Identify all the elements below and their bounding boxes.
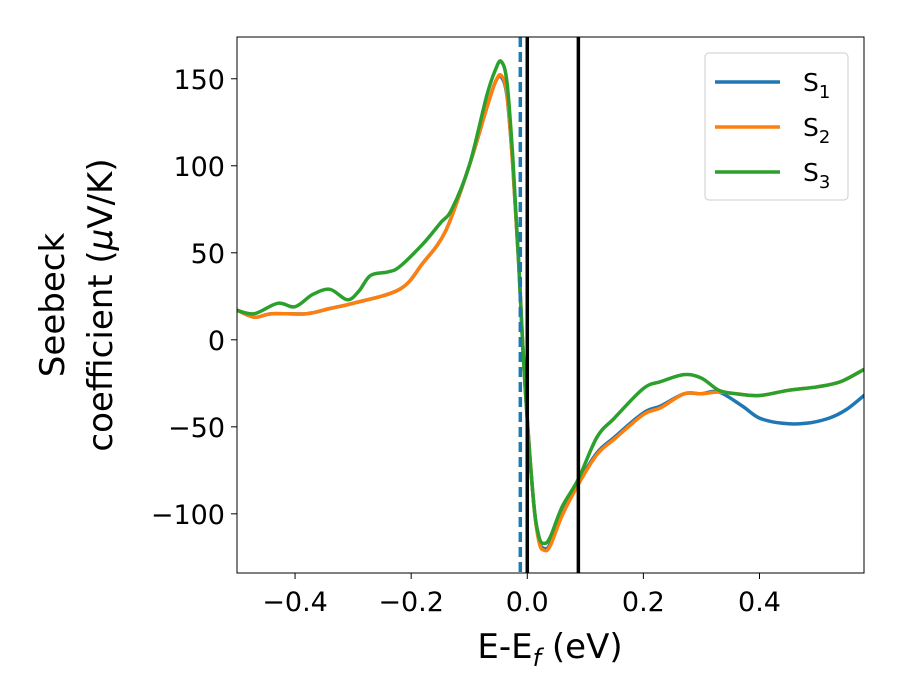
x-ticks: −0.4 −0.2 0.0 0.2 0.4 [262, 573, 781, 618]
y-tick-label: −50 [168, 413, 225, 444]
y-tick-label: 150 [173, 65, 225, 96]
legend-items: S1 S2 S3 [715, 68, 830, 193]
vline-layer [518, 37, 581, 573]
x-axis-label: E-Ef (eV) [477, 627, 622, 672]
y-tick-label: −100 [151, 500, 225, 531]
legend-label-s2: S2 [803, 113, 830, 148]
legend-label-s1: S1 [803, 68, 830, 103]
series-line-s3 [237, 59, 864, 546]
legend: S1 S2 S3 [704, 52, 849, 201]
x-tick-label: −0.4 [262, 587, 328, 618]
legend-label-s3: S3 [803, 158, 830, 193]
y-tick-label: 0 [208, 326, 225, 357]
x-tick-label: 0.0 [506, 587, 549, 618]
series-layer [237, 59, 864, 553]
y-tick-label: 100 [173, 152, 225, 183]
x-tick-label: −0.2 [378, 587, 444, 618]
y-axis-label-line2: coefficient (μV/K) [81, 158, 121, 451]
y-ticks: −100 −50 0 50 100 150 [151, 65, 237, 531]
plot-frame [236, 36, 865, 574]
x-tick-label: 0.2 [622, 587, 665, 618]
y-axis-label: Seebeck [33, 233, 73, 378]
y-tick-label: 50 [191, 239, 225, 270]
x-tick-label: 0.4 [738, 587, 781, 618]
